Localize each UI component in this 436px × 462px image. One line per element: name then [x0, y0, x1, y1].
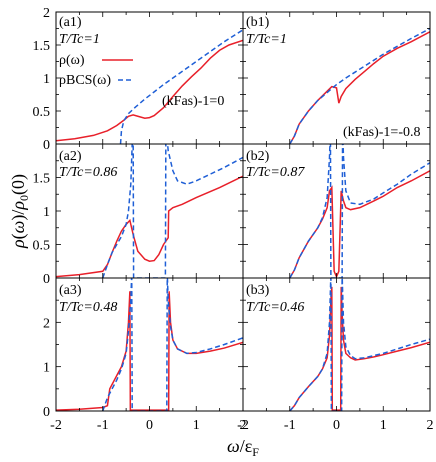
- x-tick-label-b3: 0: [333, 418, 340, 433]
- panel-label-a2: (a2): [59, 149, 82, 164]
- x-tick-label-a3: 1: [193, 418, 200, 433]
- panel-a2: 0 0.5 1 1.5: [33, 143, 244, 287]
- y-tick-label-a1: 0.5: [33, 105, 51, 120]
- x-tick-label-b3: 1: [380, 418, 387, 433]
- panel-label-b2: (b2): [246, 149, 270, 164]
- interaction-label-a1: (kFas)-1=0: [162, 94, 224, 109]
- y-tick-label-a2: 0: [43, 272, 50, 287]
- x-tick-label-a3: -1: [97, 418, 109, 433]
- frame-b3: [242, 277, 431, 412]
- series-a3-rho: [56, 291, 243, 411]
- series-b2-rho: [289, 170, 430, 278]
- frame-a3: [55, 277, 244, 412]
- y-tick-label-a1: 0: [43, 138, 50, 153]
- y-tick-label-a1: 1: [43, 72, 50, 87]
- legend-label-rho-bcs: ρBCS(ω): [59, 73, 111, 88]
- series-b1-rho-bcs: [289, 27, 430, 144]
- y-tick-label-a1: 1.5: [33, 39, 51, 54]
- temp-label-a1: T/Tc=1: [59, 32, 100, 47]
- x-tick-label-a3: 0: [146, 418, 153, 433]
- series-b2-rho-bcs: [289, 144, 430, 278]
- panel-b3: -2 -1 0 1 2: [237, 277, 434, 433]
- series-a2-rho: [56, 175, 243, 278]
- series-a3-rho-bcs: [102, 278, 243, 411]
- y-tick-label-a1: 2: [43, 6, 50, 21]
- x-tick-label-b3: -2: [237, 418, 249, 433]
- x-tick-label-b3: 2: [427, 418, 434, 433]
- y-tick-label-a2: 0.5: [33, 239, 51, 254]
- y-tick-label-a2: 1.5: [33, 172, 51, 187]
- x-tick-label-b3: -1: [284, 418, 296, 433]
- y-tick-label-a3: 1: [43, 361, 50, 376]
- temp-label-b2: T/Tc=0.87: [246, 165, 305, 180]
- series-a1-rho-bcs: [119, 29, 243, 144]
- y-axis-title: ρ(ω)/ρ0(0): [8, 174, 31, 249]
- panel-label-a1: (a1): [59, 15, 82, 30]
- y-tick-label-a2: 1: [43, 205, 50, 220]
- series-b3-rho: [289, 286, 430, 411]
- panel-label-b3: (b3): [246, 283, 270, 298]
- panel-label-a3: (a3): [59, 283, 82, 298]
- x-tick-label-a3: 2: [240, 418, 247, 433]
- x-tick-label-a3: -2: [50, 418, 62, 433]
- series-a1-rho: [56, 39, 243, 142]
- temp-label-a3: T/Tc=0.48: [59, 300, 117, 315]
- legend-label-rho: ρ(ω): [59, 53, 85, 68]
- interaction-label-b1: (kFas)-1=-0.8: [343, 125, 421, 140]
- temp-label-b3: T/Tc=0.46: [246, 300, 304, 315]
- panel-b2: [242, 143, 431, 279]
- panel-label-b1: (b1): [246, 15, 270, 30]
- temp-label-b1: T/Tc=1: [246, 32, 287, 47]
- panel-b1: [242, 11, 431, 145]
- series-b3-rho-bcs: [289, 278, 430, 411]
- y-tick-label-a3: 2: [43, 316, 50, 331]
- temp-label-a2: T/Tc=0.86: [59, 165, 117, 180]
- x-axis-title: ω/εF: [227, 436, 259, 459]
- y-tick-label-a3: 0: [43, 405, 50, 420]
- series-a2-rho-bcs: [102, 144, 243, 278]
